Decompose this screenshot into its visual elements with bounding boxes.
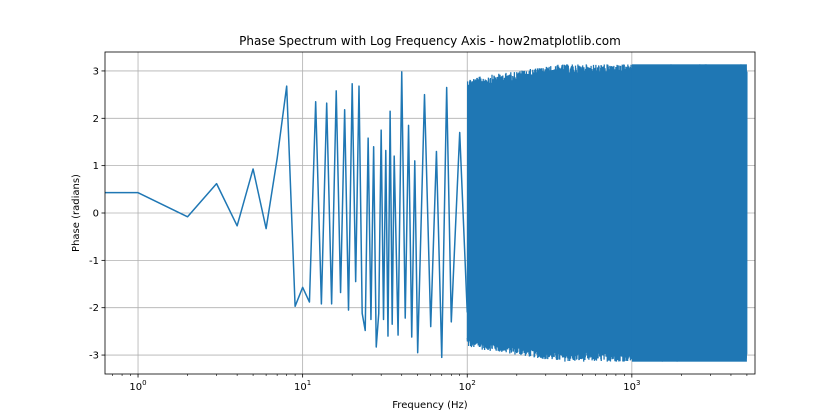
y-tick-label: -1 [89,256,99,267]
x-tick-label: 103 [623,379,640,393]
x-axis-label: Frequency (Hz) [392,400,468,411]
y-tick-label: 3 [93,66,99,77]
phase-dense-fill [631,64,747,362]
phase-line-low-frequency [105,71,468,359]
x-tick-label: 100 [129,379,146,393]
y-tick-label: -3 [89,351,99,362]
x-tick-label: 101 [294,379,311,393]
chart-title: Phase Spectrum with Log Frequency Axis -… [239,34,621,48]
x-axis-ticks: 100 101 102 103 [112,374,748,393]
x-tick-label: 102 [459,379,476,393]
y-tick-label: 1 [93,161,99,172]
y-axis-ticks: -3 -2 -1 0 1 2 3 [89,66,105,362]
y-tick-label: -2 [89,303,99,314]
y-tick-label: 0 [93,209,99,220]
y-tick-label: 2 [93,114,99,125]
plot-area [105,64,748,362]
y-axis-label: Phase (radians) [71,174,82,252]
